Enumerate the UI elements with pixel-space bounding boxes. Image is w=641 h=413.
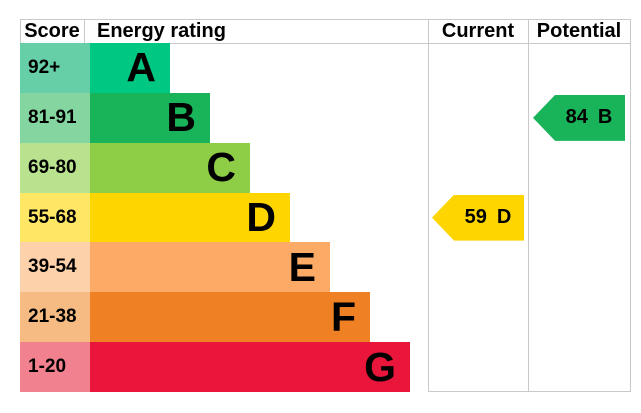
current-score-value: 59	[464, 206, 487, 229]
rating-bar-a: A	[90, 43, 170, 93]
rating-bar-b: B	[90, 92, 210, 143]
rating-bar-g: G	[90, 342, 410, 393]
rating-bar-d: D	[90, 192, 290, 243]
score-range-f: 21-38	[20, 292, 90, 343]
potential-column-divider	[528, 19, 529, 392]
current-arrow: 59 D	[432, 194, 524, 241]
header-bottom-border	[20, 43, 631, 44]
energy-rating-column-header: Energy rating	[97, 20, 226, 42]
band-row-d: 55-68 D	[20, 192, 631, 243]
table-top-border	[20, 19, 631, 20]
band-row-a: 92+ A	[20, 43, 631, 93]
score-range-b: 81-91	[20, 92, 90, 143]
rating-bar-e: E	[90, 242, 330, 293]
current-column-divider	[428, 19, 429, 392]
table-bottom-border	[428, 391, 631, 392]
current-band-letter: D	[496, 206, 512, 229]
score-column-header: Score	[24, 20, 80, 42]
score-range-c: 69-80	[20, 142, 90, 193]
score-range-d: 55-68	[20, 192, 90, 243]
band-rows: 92+ A 81-91 B 69-80 C 55-68 D 39-54 E 21…	[20, 43, 631, 393]
band-row-f: 21-38 F	[20, 292, 631, 343]
score-range-a: 92+	[20, 43, 90, 93]
potential-score-value: 84	[565, 106, 588, 129]
score-range-e: 39-54	[20, 242, 90, 293]
potential-column-header: Potential	[536, 20, 622, 42]
band-row-g: 1-20 G	[20, 342, 631, 393]
potential-band-letter: B	[597, 106, 613, 129]
rating-bar-f: F	[90, 292, 370, 343]
score-column-divider	[84, 19, 85, 43]
band-row-c: 69-80 C	[20, 142, 631, 193]
potential-arrow: 84 B	[533, 94, 625, 141]
band-row-b: 81-91 B	[20, 92, 631, 143]
header-left-border	[20, 19, 21, 43]
score-range-g: 1-20	[20, 342, 90, 393]
rating-bar-c: C	[90, 142, 250, 193]
current-column-header: Current	[441, 20, 515, 42]
table-right-border	[630, 19, 631, 392]
band-row-e: 39-54 E	[20, 242, 631, 293]
